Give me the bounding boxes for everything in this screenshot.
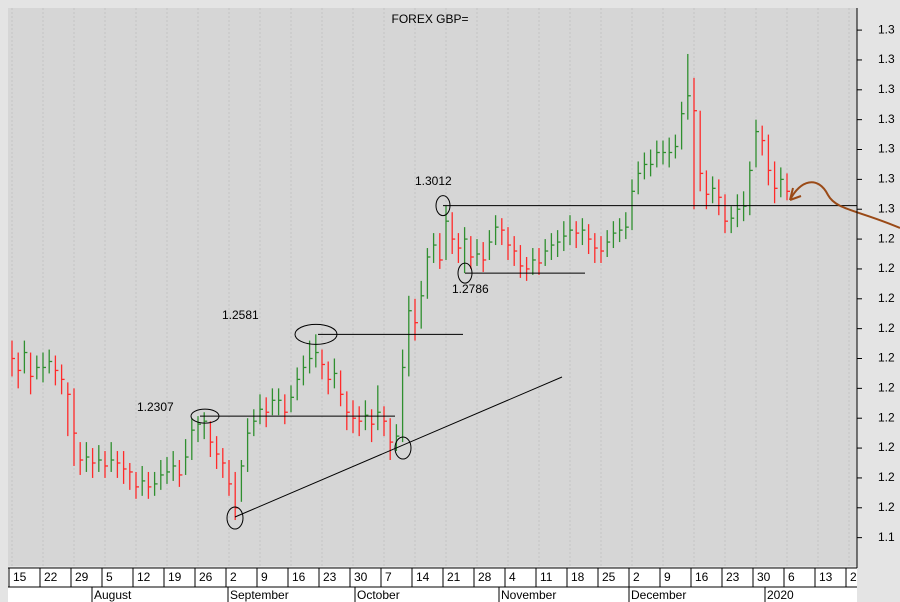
x-tick-label: 23	[726, 570, 740, 584]
level-marker	[457, 262, 473, 284]
x-tick-label: 25	[602, 570, 616, 584]
x-tick-label: 26	[199, 570, 213, 584]
level-label: 1.2581	[222, 308, 259, 322]
level-label: 1.3012	[415, 174, 452, 188]
x-tick-label: 30	[354, 570, 368, 584]
x-tick-label: 22	[44, 570, 58, 584]
x-tick-label: 2	[633, 570, 640, 584]
x-tick-label: 21	[447, 570, 461, 584]
x-tick-label: 19	[168, 570, 182, 584]
level-label: 1.2786	[452, 282, 489, 296]
x-tick-label: 28	[478, 570, 492, 584]
x-tick-label: 9	[664, 570, 671, 584]
y-tick-label: 1.2	[878, 261, 895, 275]
x-tick-label: 16	[695, 570, 709, 584]
level-marker	[435, 195, 451, 217]
x-tick-label: 5	[106, 570, 113, 584]
y-tick-label: 1.3	[878, 52, 895, 66]
x-tick-label: 6	[788, 570, 795, 584]
level-label: 1.2307	[137, 400, 174, 414]
x-tick-label: 14	[416, 570, 430, 584]
level-marker	[294, 323, 338, 345]
x-tick-label: 18	[571, 570, 585, 584]
month-labels: August September October November Decemb…	[94, 588, 794, 602]
y-tick-label: 1.2	[878, 410, 895, 424]
annotations: 1.3012 1.2786 1.2581 1.2307	[137, 174, 857, 424]
x-tick-label: 13	[819, 570, 833, 584]
x-tick-label: 16	[292, 570, 306, 584]
y-tick-label: 1.3	[878, 142, 895, 156]
month-label: October	[357, 588, 400, 602]
price-bars	[11, 53, 790, 521]
level-marker	[190, 408, 220, 424]
y-tick-label: 1.2	[878, 500, 895, 514]
x-tick-label: 9	[261, 570, 268, 584]
month-label: 2020	[767, 588, 794, 602]
y-tick-label: 1.2	[878, 381, 895, 395]
x-axis-band	[8, 568, 857, 602]
y-tick-label: 1.3	[878, 172, 895, 186]
month-label: August	[94, 588, 132, 602]
y-tick-label: 1.3	[878, 22, 895, 36]
x-tick-label: 23	[323, 570, 337, 584]
x-tick-label: 30	[757, 570, 771, 584]
y-tick-label: 1.2	[878, 291, 895, 305]
y-tick-label: 1.3	[878, 112, 895, 126]
circle-marker	[226, 506, 244, 530]
x-tick-label: 15	[13, 570, 27, 584]
x-tick-label: 11	[540, 570, 553, 584]
y-tick-label: 1.1	[878, 530, 895, 544]
x-tick-label: 29	[75, 570, 89, 584]
month-dividers	[91, 587, 766, 602]
y-tick-label: 1.2	[878, 231, 895, 245]
month-label: December	[631, 588, 686, 602]
x-tick-label: 4	[509, 570, 516, 584]
plot-area	[8, 8, 857, 566]
y-tick-label: 1.3	[878, 201, 895, 215]
x-tick-label: 7	[385, 570, 392, 584]
y-tick-label: 1.2	[878, 470, 895, 484]
x-tick-label: 2	[850, 570, 857, 584]
x-tick-label: 12	[137, 570, 151, 584]
y-tick-label: 1.2	[878, 440, 895, 454]
x-tick-label: 2	[230, 570, 237, 584]
y-tick-label: 1.2	[878, 321, 895, 335]
month-label: November	[501, 588, 556, 602]
y-tick-label: 1.3	[878, 82, 895, 96]
y-tick-label: 1.2	[878, 351, 895, 365]
arrow-head	[789, 187, 802, 201]
trend-line	[234, 376, 563, 518]
chart-title: FOREX GBP=	[391, 12, 468, 26]
month-label: September	[230, 588, 289, 602]
circle-marker	[394, 436, 412, 460]
arrow-curve	[789, 181, 900, 229]
